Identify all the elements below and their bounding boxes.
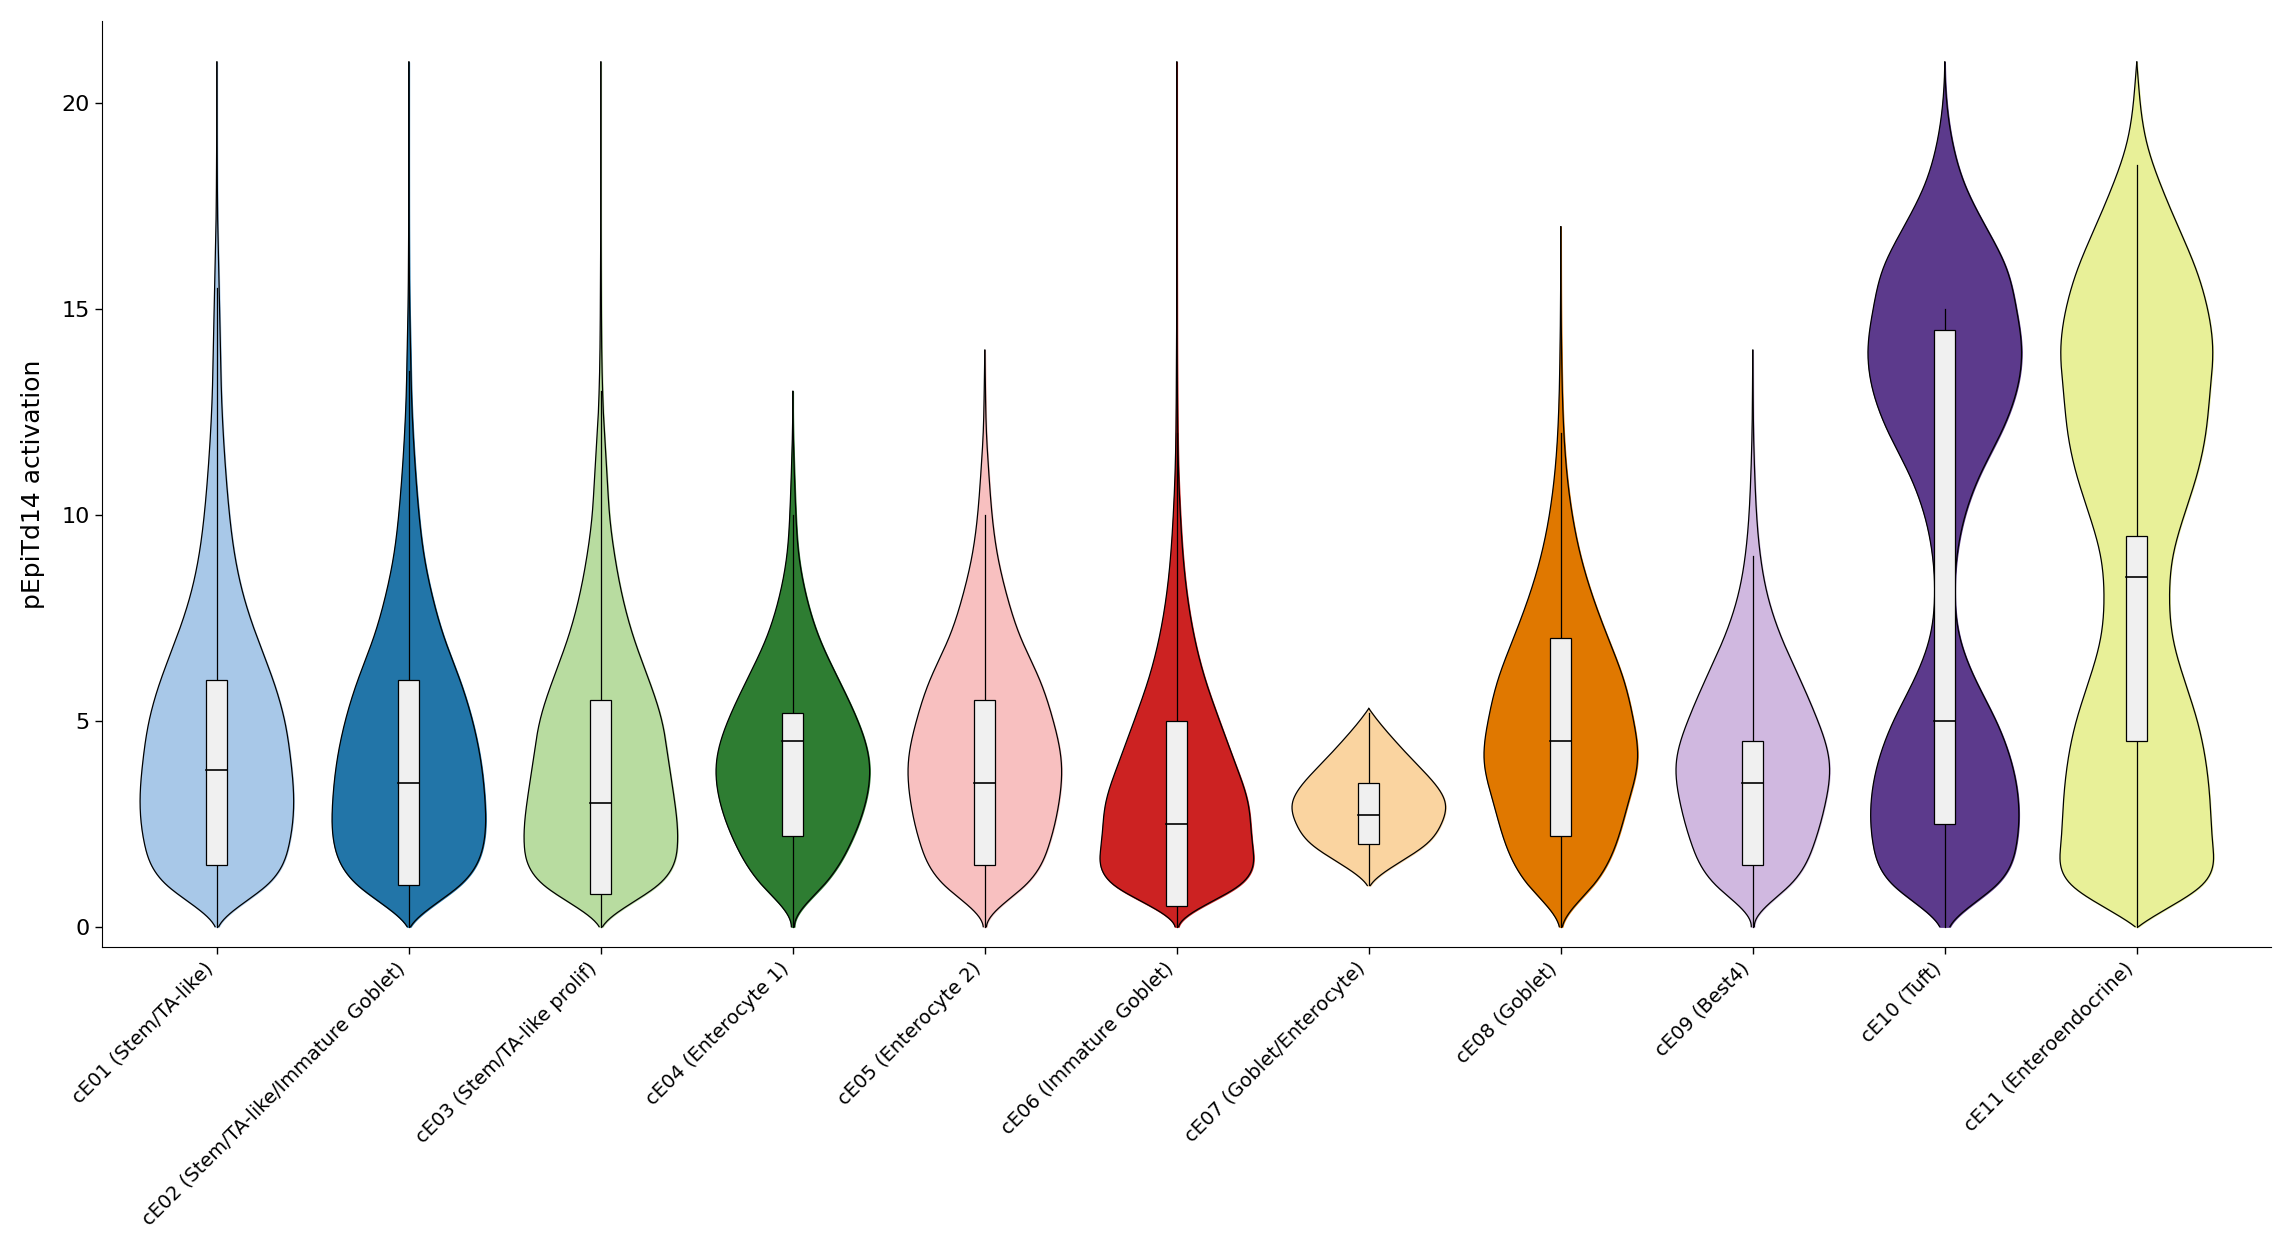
FancyBboxPatch shape	[399, 680, 419, 885]
FancyBboxPatch shape	[782, 712, 804, 836]
FancyBboxPatch shape	[2127, 535, 2148, 741]
FancyBboxPatch shape	[1742, 741, 1763, 865]
FancyBboxPatch shape	[974, 700, 995, 865]
FancyBboxPatch shape	[206, 680, 227, 865]
FancyBboxPatch shape	[1359, 782, 1380, 844]
FancyBboxPatch shape	[1167, 721, 1187, 906]
Y-axis label: pEpiTd14 activation: pEpiTd14 activation	[21, 359, 46, 609]
FancyBboxPatch shape	[1549, 639, 1572, 836]
FancyBboxPatch shape	[591, 700, 612, 894]
FancyBboxPatch shape	[1934, 330, 1955, 824]
